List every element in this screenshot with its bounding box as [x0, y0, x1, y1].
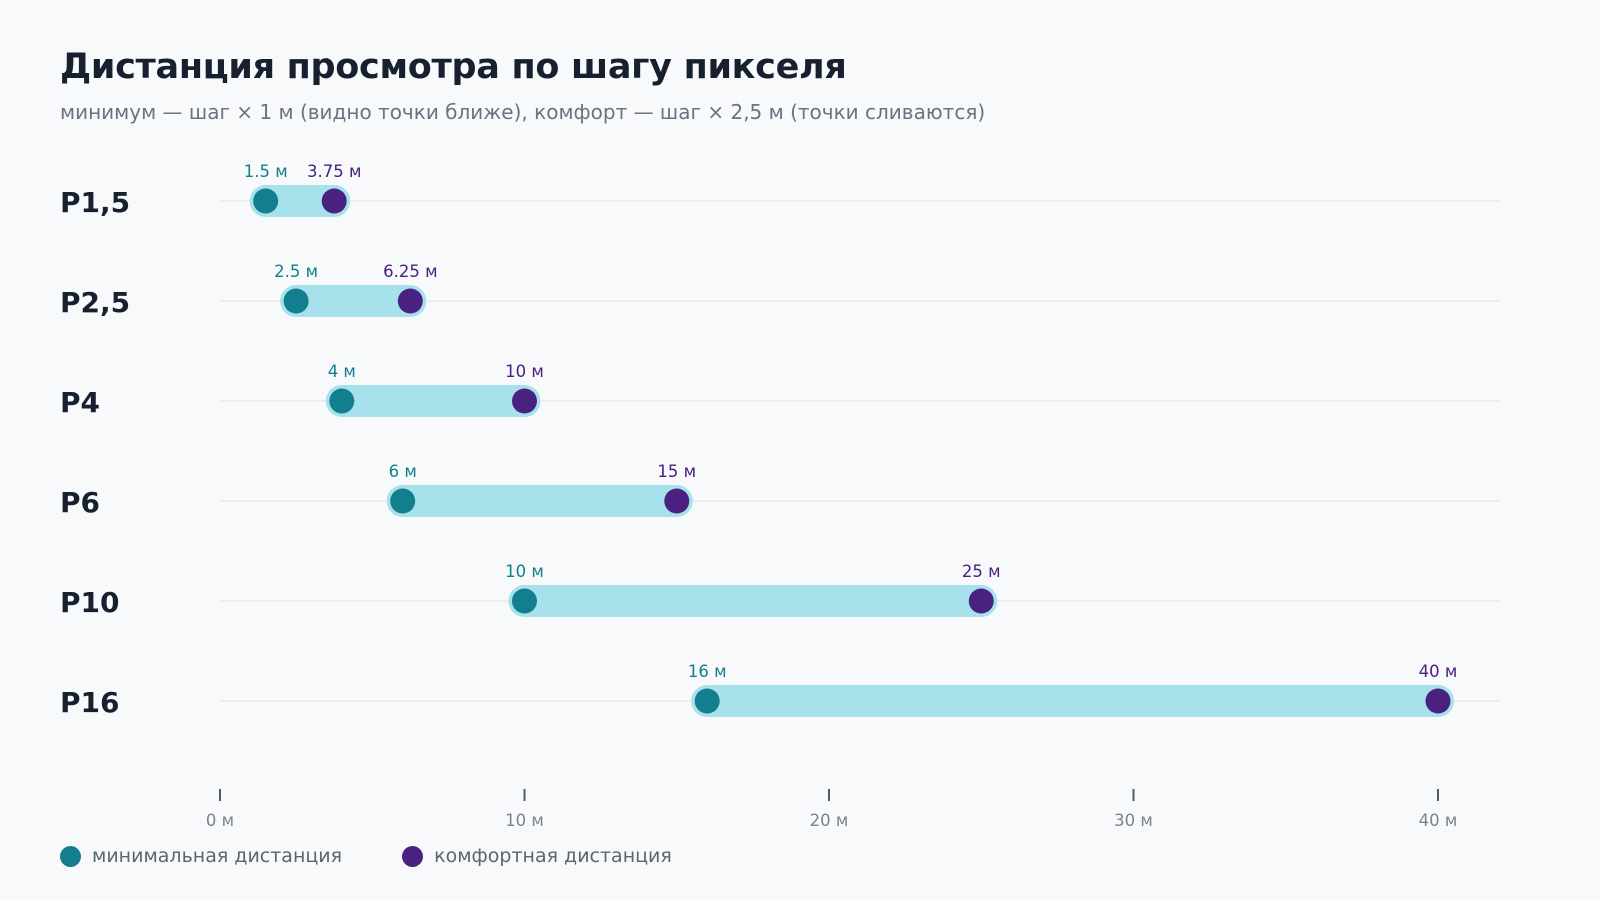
- comfort-value-label: 10 м: [505, 362, 544, 381]
- comfort-point: [664, 488, 690, 514]
- x-tick-label: 0 м: [206, 811, 234, 830]
- min-value-label: 2.5 м: [274, 262, 318, 281]
- x-tick-label: 10 м: [505, 811, 544, 830]
- min-point: [694, 688, 720, 714]
- row-label: P6: [60, 486, 100, 519]
- x-tick-label: 20 м: [810, 811, 849, 830]
- row-label: P1,5: [60, 186, 130, 219]
- comfort-point: [512, 388, 537, 414]
- legend-swatch-comfort: [402, 845, 424, 867]
- min-point: [253, 188, 279, 214]
- min-point: [390, 488, 416, 514]
- comfort-point: [1425, 688, 1451, 714]
- legend-item-comfort: комфортная дистанция: [402, 845, 672, 867]
- chart-title: Дистанция просмотра по шагу пикселя: [60, 47, 847, 87]
- min-value-label: 16 м: [688, 662, 727, 681]
- min-point: [283, 288, 309, 314]
- x-tick-label: 40 м: [1419, 811, 1458, 830]
- row-label: P16: [60, 686, 120, 719]
- chart-subtitle: минимум — шаг × 1 м (видно точки ближе),…: [60, 100, 986, 124]
- legend-label-min: минимальная дистанция: [92, 845, 343, 867]
- x-tick-label: 30 м: [1114, 811, 1153, 830]
- comfort-point: [968, 588, 994, 614]
- comfort-value-label: 40 м: [1419, 662, 1458, 681]
- comfort-value-label: 15 м: [657, 462, 696, 481]
- min-value-label: 1.5 м: [244, 162, 288, 181]
- legend-swatch-min: [60, 845, 81, 867]
- min-value-label: 10 м: [505, 562, 544, 581]
- comfort-point: [321, 188, 347, 214]
- min-value-label: 4 м: [328, 362, 356, 381]
- chart-legend: минимальная дистанция комфортная дистанц…: [60, 845, 732, 867]
- comfort-value-label: 25 м: [962, 562, 1001, 581]
- row-label: P4: [60, 386, 100, 419]
- min-point: [512, 588, 537, 614]
- legend-label-comfort: комфортная дистанция: [434, 845, 672, 867]
- row-label: P2,5: [60, 286, 130, 319]
- min-point: [329, 388, 355, 414]
- comfort-value-label: 6.25 м: [383, 262, 437, 281]
- comfort-value-label: 3.75 м: [307, 162, 361, 181]
- comfort-point: [397, 288, 423, 314]
- legend-item-min: минимальная дистанция: [60, 845, 342, 867]
- min-value-label: 6 м: [389, 462, 417, 481]
- row-label: P10: [60, 586, 120, 619]
